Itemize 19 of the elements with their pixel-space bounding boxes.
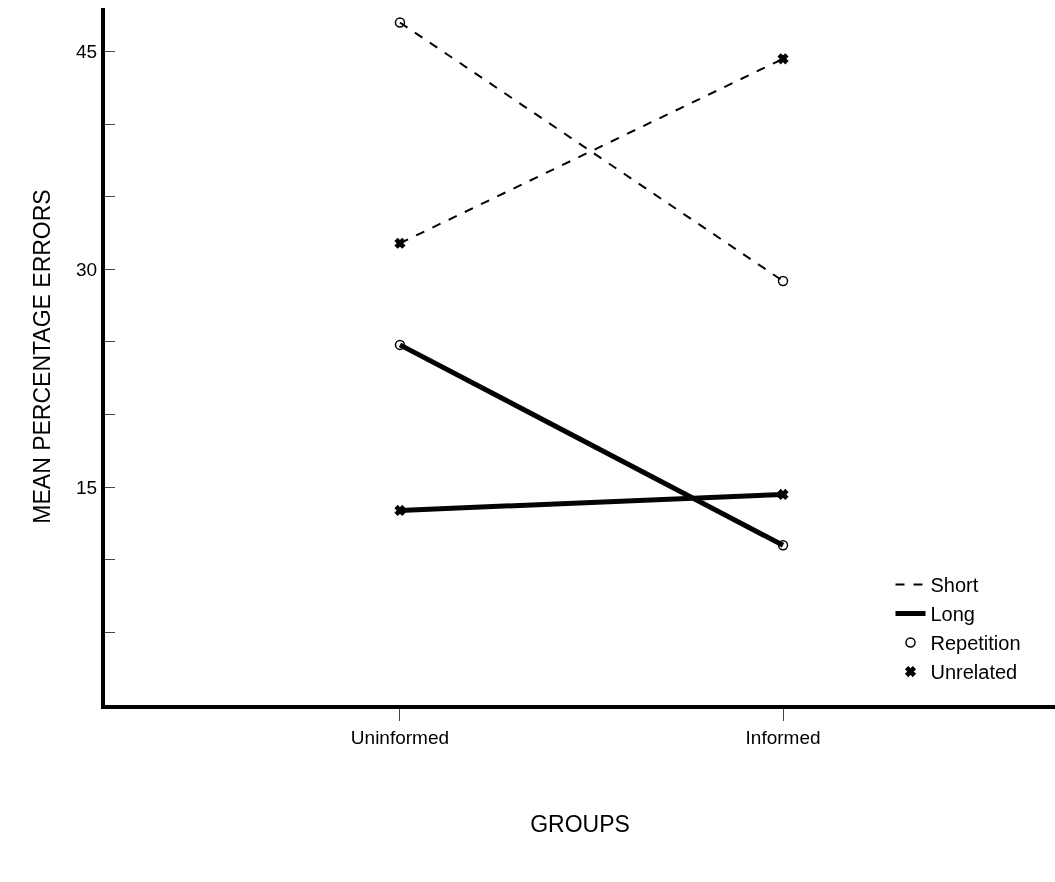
x-tick-label: Uninformed	[350, 726, 450, 748]
y-tick-label: 15	[76, 476, 98, 498]
point	[777, 540, 789, 551]
point	[777, 489, 789, 500]
legend-label: Unrelated	[930, 661, 1018, 684]
point	[394, 17, 406, 28]
legend-label: Long	[930, 603, 975, 626]
legend-label: Repetition	[930, 632, 1021, 655]
y-tick-label: 30	[76, 259, 98, 281]
point	[777, 275, 789, 287]
y-axis-title: MEAN PERCENTAGE ERRORS	[29, 189, 56, 524]
x-tick-label: Informed	[745, 726, 821, 748]
point	[394, 505, 406, 516]
x-axis-title: GROUPS	[530, 810, 630, 837]
y-tick-label: 45	[76, 41, 98, 63]
point	[394, 339, 406, 351]
legend-label: Short	[930, 574, 979, 597]
point	[777, 53, 789, 65]
point	[394, 237, 406, 249]
